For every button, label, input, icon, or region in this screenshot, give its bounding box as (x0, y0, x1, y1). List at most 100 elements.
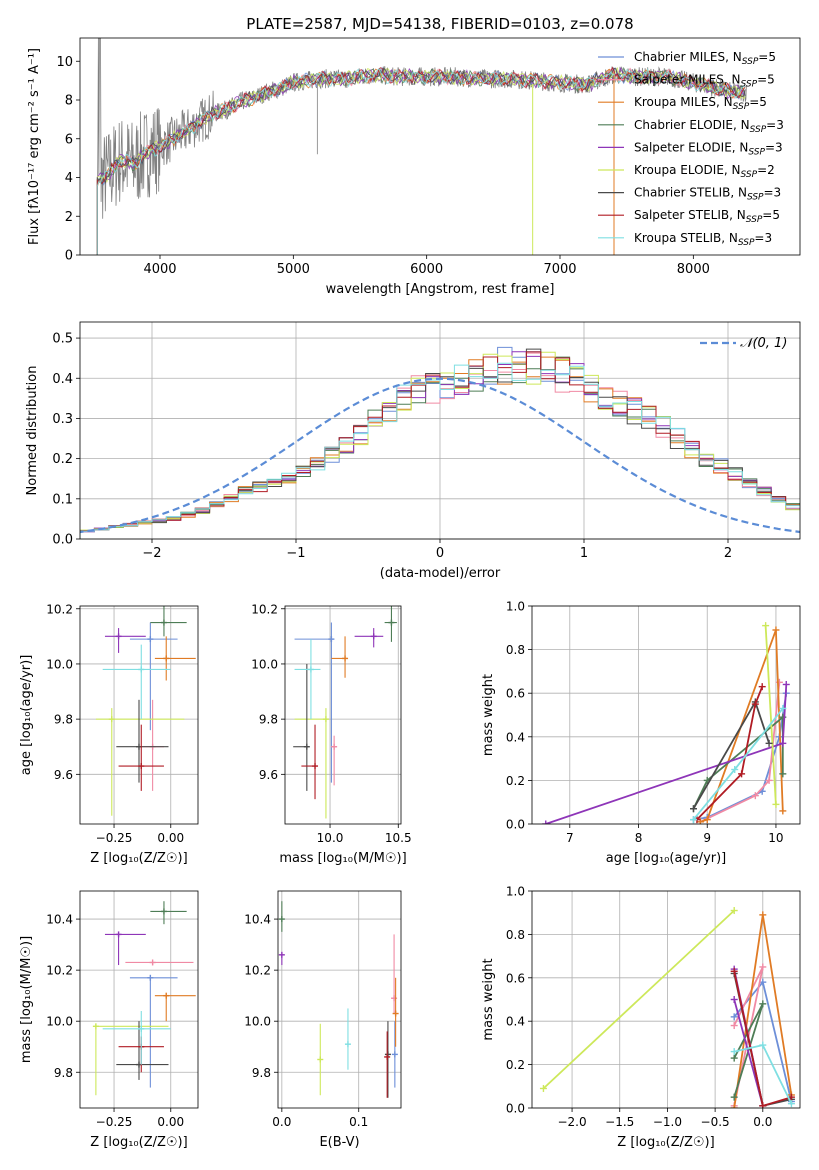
legend-entry: Salpeter STELIB, NSSP=5 (634, 208, 780, 225)
plot-frame (531, 605, 801, 825)
y-tick-label: 9.8 (259, 713, 278, 727)
legend-nssp-value: =3 (754, 231, 772, 245)
legend-entry: Chabrier STELIB, NSSP=3 (634, 186, 781, 203)
y-axis-label: Flux [fλ10⁻¹⁷ erg cm⁻² s⁻¹ A⁻¹] (27, 48, 42, 245)
legend-subscript: SSP (750, 125, 767, 135)
x-axis-label: (data-model)/error (380, 566, 501, 581)
plot-frame (79, 890, 199, 1109)
x-tick-label: −2 (142, 546, 161, 561)
weight-series-line-6 (542, 909, 735, 1090)
weight-series-line-6 (764, 625, 777, 805)
legend-subscript: SSP (742, 57, 759, 67)
y-tick-label: 10.0 (251, 657, 278, 671)
plot-frame (79, 37, 801, 256)
normal-reference-curve (80, 377, 800, 534)
x-tick-label: 8 (635, 831, 643, 845)
y-tick-label: 0.6 (506, 971, 525, 985)
legend-subscript: SSP (738, 238, 755, 248)
y-tick-label: 10.2 (244, 964, 271, 978)
y-tick-label: 10.2 (46, 964, 73, 978)
x-tick-label: 8000 (677, 262, 710, 277)
legend-model-name: Chabrier ELODIE, N (634, 118, 750, 132)
model-fit-line-9 (96, 68, 746, 255)
age-vs-metallicity-plot-area (95, 606, 196, 816)
legend-entry: 𝒩(0, 1) (740, 336, 787, 351)
y-tick-label: 0 (65, 249, 73, 264)
legend-model-name: Chabrier STELIB, N (634, 186, 747, 200)
x-tick-label: −2.0 (557, 1115, 586, 1129)
y-tick-label: 0.1 (52, 492, 73, 507)
x-tick-label: 1 (580, 546, 588, 561)
x-tick-label: −1.0 (653, 1115, 682, 1129)
mass-weight-vs-metallicity-panel: −2.0 −1.5 −1.0 −0.5 0.0 0.0 0.2 0.4 0.6 0.8 1.0 Z [… (481, 885, 801, 1150)
y-tick-label: 9.6 (54, 768, 73, 782)
y-tick-label: 0.2 (506, 1058, 525, 1072)
x-axis-label: Z [log₁₀(Z/Z☉)] (90, 1135, 187, 1150)
mass-vs-extinction-panel: 0.0 0.1 9.8 10.0 10.2 10.4 E(B-V) (244, 890, 402, 1150)
x-tick-label: 5000 (277, 262, 310, 277)
y-axis-label: Normed distribution (25, 366, 40, 496)
plot-frame (531, 890, 801, 1109)
x-tick-label: 7000 (543, 262, 576, 277)
y-tick-label: 4 (65, 171, 73, 186)
x-tick-label: −1.5 (605, 1115, 634, 1129)
legend-entry: Salpeter MILES, NSSP=5 (634, 73, 775, 90)
mass-vs-extinction-plot-area (278, 901, 399, 1098)
legend-model-name: Salpeter STELIB, N (634, 208, 746, 222)
legend-entry: Chabrier MILES, NSSP=5 (634, 50, 776, 67)
x-tick-label: 10 (768, 831, 783, 845)
mass-vs-metallicity-plot-area (92, 901, 196, 1096)
legend-entry: Salpeter ELODIE, NSSP=3 (634, 140, 783, 157)
y-tick-label: 0.2 (506, 774, 525, 788)
legend-subscript: SSP (741, 80, 758, 90)
figure-title: PLATE=2587, MJD=54138, FIBERID=0103, z=0… (246, 15, 633, 33)
plot-frame (284, 605, 402, 825)
weight-series-line-2 (700, 682, 781, 823)
histogram-step-9 (80, 362, 800, 539)
mass-weight-vs-metallicity-plot-area (539, 907, 795, 1108)
legend-model-name: Salpeter MILES, N (634, 73, 741, 87)
y-axis-label: mass [log₁₀(M/M☉)] (19, 936, 34, 1063)
y-tick-label: 9.8 (54, 1066, 73, 1080)
y-tick-label: 1.0 (506, 885, 525, 899)
age-vs-mass-panel: 10.0 10.5 9.6 9.8 10.0 10.2 mass [log₁₀(M/M☉)] (251, 602, 411, 866)
y-tick-label: 0.0 (506, 1102, 525, 1116)
x-tick-label: 9 (703, 831, 711, 845)
age-vs-mass-plot-area (293, 606, 397, 819)
x-axis-label: Z [log₁₀(Z/Z☉)] (90, 851, 187, 866)
x-axis-label: Z [log₁₀(Z/Z☉)] (617, 1135, 714, 1150)
y-tick-label: 0.4 (506, 730, 525, 744)
y-tick-label: 10.0 (244, 1015, 271, 1029)
x-tick-label: −0.25 (96, 1115, 133, 1129)
y-axis-label: age [log₁₀(age/yr)] (19, 655, 34, 776)
x-axis-label: age [log₁₀(age/yr)] (606, 851, 727, 866)
x-tick-label: −0.5 (701, 1115, 730, 1129)
x-tick-label: −1 (286, 546, 305, 561)
histogram-panel: −2 −1 0 1 2 0.0 0.1 0.2 0.3 0.4 0.5 (data-model)/er… (25, 321, 801, 581)
legend-nssp-value: =5 (749, 95, 767, 109)
legend-model-name: Kroupa STELIB, N (634, 231, 738, 245)
y-tick-label: 2 (65, 210, 73, 225)
x-tick-label: 10.0 (317, 831, 344, 845)
y-tick-label: 9.8 (54, 713, 73, 727)
y-tick-label: 10.0 (46, 1015, 73, 1029)
legend-subscript: SSP (746, 215, 763, 225)
x-tick-label: 7 (566, 831, 574, 845)
x-axis-label: mass [log₁₀(M/M☉)] (279, 851, 406, 866)
x-tick-label: 2 (724, 546, 732, 561)
legend-subscript: SSP (748, 147, 765, 157)
model-fit-line-4 (96, 66, 746, 255)
plot-frame (79, 321, 801, 540)
y-tick-label: 8 (65, 94, 73, 109)
legend-nssp-value: =3 (765, 140, 783, 154)
x-tick-label: 4000 (143, 262, 176, 277)
y-tick-label: 0.3 (52, 412, 73, 427)
y-tick-label: 0.5 (52, 332, 73, 347)
histogram-plot-area (80, 346, 800, 539)
legend-nssp-value: =5 (758, 50, 776, 64)
x-tick-label: 0.0 (753, 1115, 772, 1129)
y-tick-label: 0.0 (52, 533, 73, 548)
age-vs-metallicity-panel: −0.25 0.00 9.6 9.8 10.0 10.2 Z [log₁₀(Z/Z☉)] ag… (19, 602, 199, 866)
y-tick-label: 10.2 (46, 602, 73, 616)
legend-entry: Kroupa MILES, NSSP=5 (634, 95, 767, 112)
